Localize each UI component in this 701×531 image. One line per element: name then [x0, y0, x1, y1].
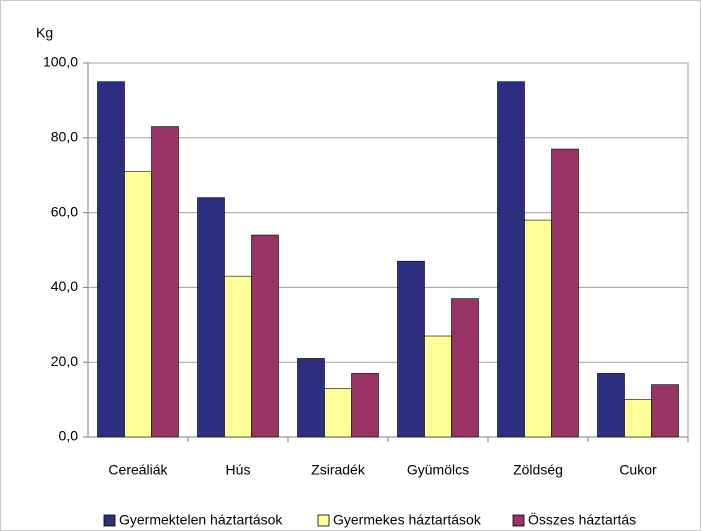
- bar: [624, 399, 652, 438]
- bar: [351, 373, 379, 438]
- y-tick-label: 20,0: [51, 353, 78, 369]
- bar: [651, 384, 679, 438]
- bar: [324, 388, 352, 438]
- bar: [497, 81, 525, 438]
- x-tick-label: Gyümölcs: [407, 462, 469, 478]
- legend-swatch: [317, 514, 330, 527]
- y-axis-label: Kg: [36, 25, 53, 41]
- legend-label: Összes háztartás: [528, 511, 636, 528]
- legend-label: Gyermektelen háztartások: [119, 512, 283, 528]
- bar: [551, 148, 579, 438]
- bar: [151, 126, 179, 438]
- x-tick-label: Hús: [226, 462, 251, 478]
- bar: [597, 373, 625, 438]
- bar: [251, 234, 279, 438]
- bar: [124, 171, 152, 438]
- bar: [397, 260, 425, 438]
- bar: [197, 197, 225, 438]
- legend-swatch: [103, 514, 116, 527]
- y-tick-label: 60,0: [51, 203, 78, 219]
- bar: [424, 335, 452, 438]
- legend-swatch: [512, 514, 525, 527]
- bar: [297, 358, 325, 438]
- x-tick-label: Cukor: [619, 462, 657, 478]
- plot-area: [87, 62, 689, 438]
- bar: [97, 81, 125, 438]
- y-tick-label: 0,0: [59, 428, 79, 444]
- x-tick-label: Cereáliák: [108, 462, 168, 478]
- bar: [524, 219, 552, 438]
- y-tick-label: 40,0: [51, 278, 78, 294]
- x-tick-label: Zsiradék: [311, 462, 366, 478]
- y-tick-label: 100,0: [43, 54, 78, 70]
- bar: [451, 298, 479, 438]
- x-tick-label: Zöldség: [513, 462, 563, 478]
- y-tick-label: 80,0: [51, 129, 78, 145]
- bar: [224, 275, 252, 438]
- legend-label: Gyermekes háztartások: [333, 512, 482, 528]
